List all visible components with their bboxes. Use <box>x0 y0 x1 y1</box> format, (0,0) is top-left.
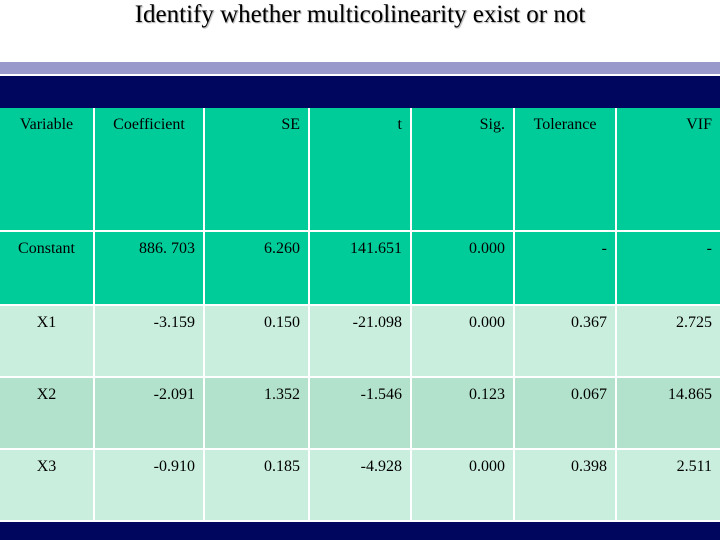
table-cell: 0.067 <box>515 378 617 450</box>
table-cell: -3.159 <box>95 306 205 378</box>
table-cell: 886. 703 <box>95 232 205 306</box>
header-band <box>0 76 720 108</box>
slide-title: Identify whether multicolinearity exist … <box>134 1 586 28</box>
header-cell: Tolerance <box>515 108 617 232</box>
table-cell: 0.000 <box>412 306 515 378</box>
table-cell: 0.000 <box>412 232 515 306</box>
table-cell: 6.260 <box>205 232 310 306</box>
table-cell: X1 <box>0 306 95 378</box>
table-cell: -0.910 <box>95 450 205 522</box>
table-cell: 14.865 <box>617 378 720 450</box>
table-cell: 0.398 <box>515 450 617 522</box>
table-cell: X3 <box>0 450 95 522</box>
table-cell: 2.725 <box>617 306 720 378</box>
table-cell: 0.000 <box>412 450 515 522</box>
table-cell: 141.651 <box>310 232 412 306</box>
header-cell: Sig. <box>412 108 515 232</box>
footer-band <box>0 522 720 540</box>
header-cell: t <box>310 108 412 232</box>
table-cell: Constant <box>0 232 95 306</box>
accent-bar <box>0 62 720 74</box>
header-cell: VIF <box>617 108 720 232</box>
table-cell: -2.091 <box>95 378 205 450</box>
table-cell: -4.928 <box>310 450 412 522</box>
table-cell: 0.367 <box>515 306 617 378</box>
table-cell: - <box>617 232 720 306</box>
header-cell: Variable <box>0 108 95 232</box>
table: Variable Coefficient SE t Sig. Tolerance VIF Co… <box>0 108 720 522</box>
table-cell: 0.123 <box>412 378 515 450</box>
table-cell: 0.185 <box>205 450 310 522</box>
table-cell: X2 <box>0 378 95 450</box>
header-cell: SE <box>205 108 310 232</box>
table-cell: 0.150 <box>205 306 310 378</box>
table-cell: 1.352 <box>205 378 310 450</box>
table-cell: -21.098 <box>310 306 412 378</box>
table-cell: 2.511 <box>617 450 720 522</box>
header-cell: Coefficient <box>95 108 205 232</box>
table-cell: - <box>515 232 617 306</box>
table-cell: -1.546 <box>310 378 412 450</box>
